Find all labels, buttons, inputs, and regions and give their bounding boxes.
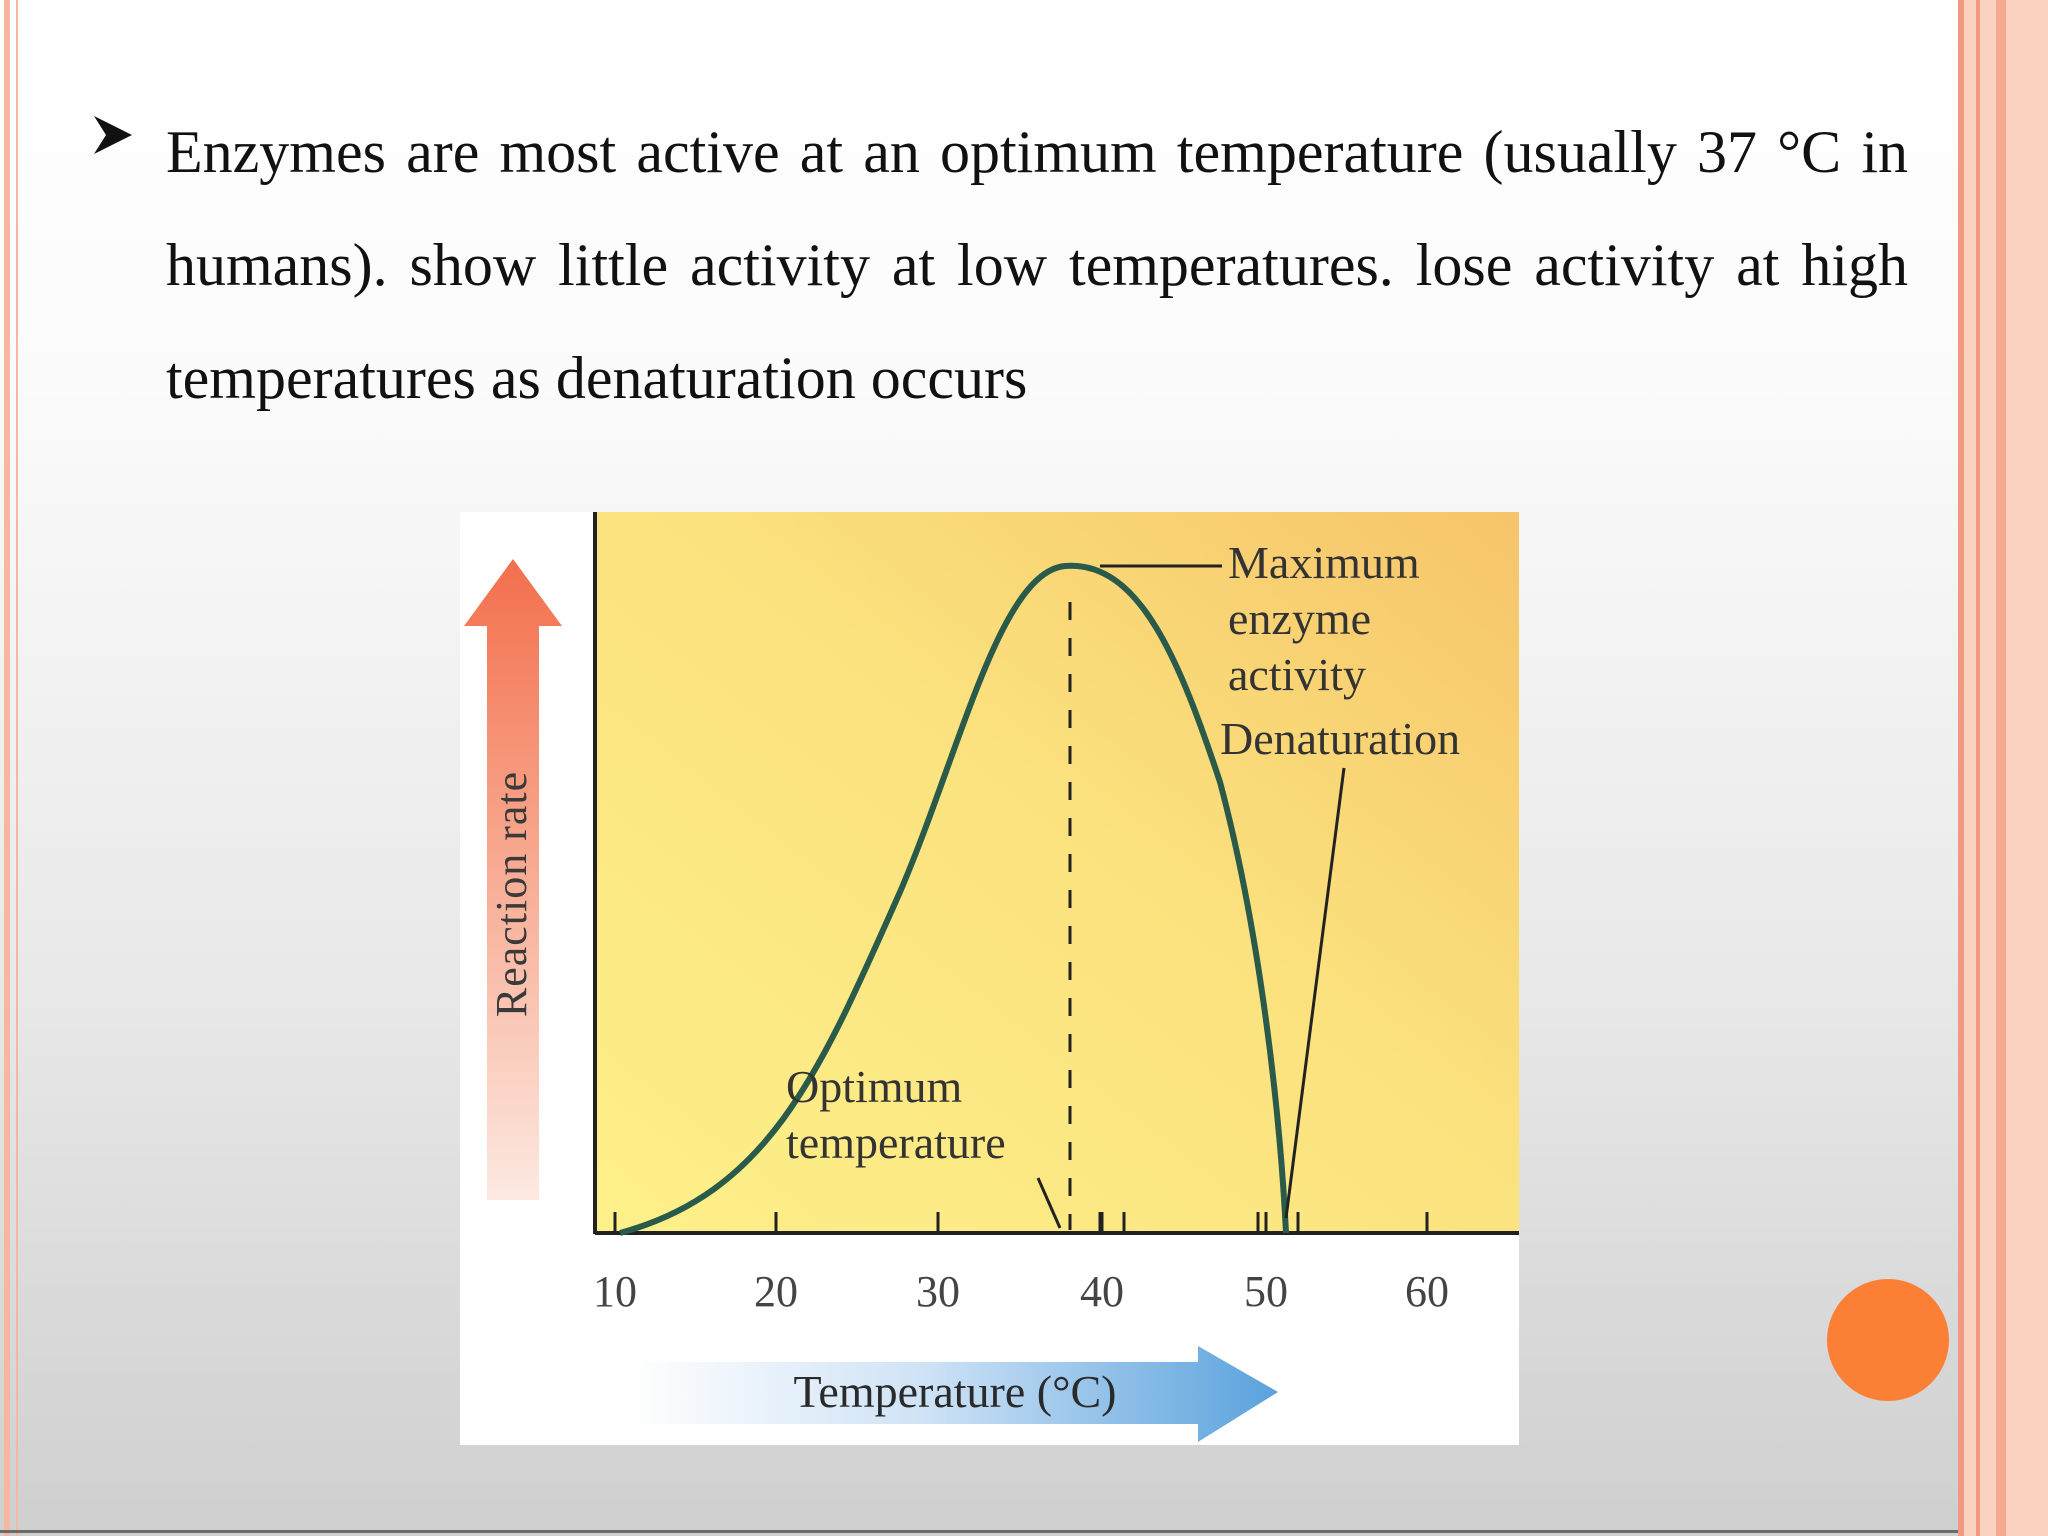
- x-tick-label-20: 20: [754, 1267, 798, 1316]
- annotation-maximum: Maximum: [1228, 537, 1420, 588]
- left-border-rule: [4, 0, 10, 1536]
- annotation-enzyme: enzyme: [1228, 593, 1371, 644]
- accent-dot: [1827, 1279, 1949, 1401]
- y-axis-label: Reaction rate: [487, 771, 536, 1017]
- left-border-thin-rule: [16, 0, 18, 1536]
- x-tick-label-40: 40: [1080, 1267, 1124, 1316]
- x-tick-label-60: 60: [1405, 1267, 1449, 1316]
- bullet-arrow-icon: [94, 116, 132, 154]
- plot-area: [594, 512, 1519, 1234]
- annotation-optimum: Optimum: [786, 1061, 963, 1112]
- right-border-rule: [1976, 0, 1980, 1536]
- bottom-divider: [0, 1530, 1958, 1533]
- annotation-activity: activity: [1228, 649, 1366, 700]
- annotation-temperature: temperature: [786, 1117, 1006, 1168]
- right-border-rule: [1958, 0, 1964, 1536]
- x-tick-label-10: 10: [593, 1267, 637, 1316]
- bullet-text: Enzymes are most active at an optimum te…: [166, 119, 1908, 411]
- x-tick-marks: [613, 1212, 1429, 1234]
- x-tick-label-30: 30: [916, 1267, 960, 1316]
- up-arrow-icon: [464, 559, 562, 1200]
- enzyme-temperature-diagram: Reaction rate 10 20 30 40 50 60 Temperat…: [460, 512, 1519, 1445]
- right-border-rule: [1996, 0, 2006, 1536]
- optimum-leader-line: [1036, 1177, 1062, 1229]
- x-tick-label-50: 50: [1244, 1267, 1288, 1316]
- enzyme-activity-curve: [619, 562, 1289, 1236]
- right-arrow-icon: [630, 1346, 1278, 1442]
- x-axis-label: Temperature (°C): [794, 1366, 1117, 1417]
- denaturation-leader-line: [1284, 767, 1346, 1219]
- annotation-denaturation: Denaturation: [1220, 713, 1460, 764]
